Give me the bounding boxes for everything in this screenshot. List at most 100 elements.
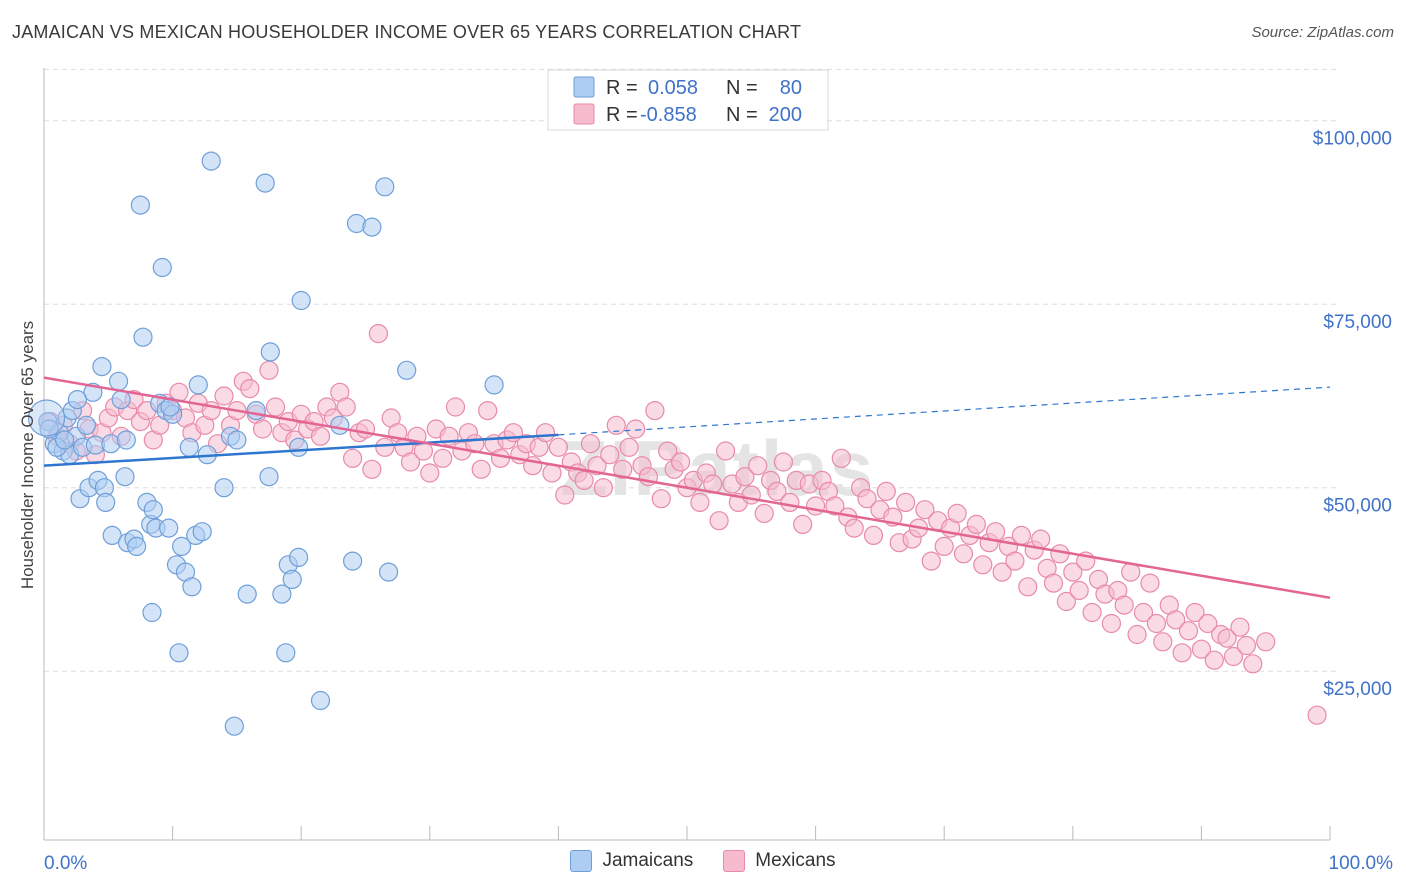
jamaican-point bbox=[379, 562, 399, 582]
jamaican-point bbox=[224, 716, 244, 736]
mexican-point bbox=[445, 397, 466, 417]
jamaican-point bbox=[276, 643, 296, 663]
mexican-point bbox=[780, 492, 800, 512]
mexican-point bbox=[1256, 632, 1276, 652]
stats-r-value-1: 0.058 bbox=[648, 77, 698, 99]
stats-r-value-2: -0.858 bbox=[640, 104, 697, 126]
mexican-point bbox=[1307, 705, 1327, 725]
mexican-point bbox=[1031, 529, 1051, 549]
mexican-point bbox=[921, 551, 941, 571]
mexican-point bbox=[1172, 643, 1192, 663]
mexican-point bbox=[1063, 562, 1083, 582]
jamaican-point bbox=[92, 357, 112, 377]
mexican-point bbox=[1140, 573, 1160, 593]
mexican-point bbox=[773, 452, 794, 472]
mexican-point bbox=[214, 386, 234, 406]
mexican-point bbox=[1223, 646, 1244, 667]
mexican-point bbox=[310, 426, 331, 446]
stats-r-label-2: R = bbox=[606, 104, 638, 126]
trend-layer bbox=[43, 376, 1331, 600]
jamaican-point bbox=[159, 518, 179, 538]
jamaican-point bbox=[169, 643, 189, 663]
mexican-point bbox=[767, 481, 787, 501]
mexican-point bbox=[613, 459, 633, 479]
legend-label-jamaicans: Jamaicans bbox=[602, 850, 694, 871]
mexican-point bbox=[574, 470, 594, 490]
jamaican-point bbox=[54, 430, 75, 450]
mexican-point bbox=[1198, 613, 1218, 634]
jamaican-point bbox=[201, 151, 221, 171]
jamaican-point bbox=[397, 360, 417, 380]
stats-legend-jamaican-swatch bbox=[573, 76, 595, 98]
mexican-point bbox=[895, 492, 916, 512]
mexican-point bbox=[1166, 610, 1186, 630]
mexican-point bbox=[1185, 602, 1205, 623]
jamaican-point bbox=[96, 492, 116, 512]
jamaican-point bbox=[289, 547, 309, 568]
y-tick-label: $75,000 bbox=[1323, 312, 1392, 333]
mexican-point bbox=[1018, 577, 1038, 597]
mexican-point bbox=[844, 518, 864, 538]
jamaican-point bbox=[227, 430, 247, 450]
mexican-point bbox=[375, 437, 395, 457]
x-tick-label-max: 100.0% bbox=[1329, 853, 1394, 874]
mexican-point bbox=[1146, 613, 1167, 634]
mexican-point bbox=[915, 500, 935, 520]
stats-r-label-1: R = bbox=[606, 77, 638, 99]
mexican-point bbox=[1056, 591, 1077, 612]
mexican-point bbox=[548, 437, 569, 457]
grid-layer: $25,000 $50,000 $75,000 $100,000 bbox=[44, 68, 1392, 700]
jamaican-point bbox=[143, 500, 163, 520]
mexican-point bbox=[1043, 573, 1064, 593]
mexican-point bbox=[1127, 624, 1147, 645]
legend-label-mexicans: Mexicans bbox=[755, 850, 836, 871]
jamaican-point bbox=[182, 577, 202, 597]
mexican-point bbox=[625, 419, 646, 439]
jamaican-point bbox=[343, 551, 363, 571]
jamaican-point bbox=[289, 437, 309, 457]
jamaican-point bbox=[255, 173, 275, 193]
mexican-point bbox=[831, 448, 851, 468]
mexican-point bbox=[1153, 632, 1173, 652]
jamaican-point bbox=[116, 430, 136, 450]
legend-item-jamaicans[interactable]: Jamaicans bbox=[570, 850, 693, 872]
jamaican-point bbox=[111, 390, 131, 410]
x-tick-label-min: 0.0% bbox=[44, 853, 87, 874]
jamaican-point bbox=[237, 584, 257, 604]
y-axis-title: Householder Income Over 65 years bbox=[18, 321, 37, 589]
mexican-point bbox=[336, 397, 356, 417]
chart-title: JAMAICAN VS MEXICAN HOUSEHOLDER INCOME O… bbox=[12, 22, 802, 42]
legend-item-mexicans[interactable]: Mexicans bbox=[723, 850, 836, 872]
mexican-point bbox=[863, 525, 884, 546]
mexican-point bbox=[606, 415, 626, 435]
mexican-point bbox=[876, 481, 896, 501]
jamaican-point bbox=[375, 177, 395, 197]
jamaican-point bbox=[127, 536, 147, 557]
mexican-point bbox=[343, 448, 363, 468]
stats-n-label-2: N = bbox=[726, 104, 758, 126]
jamaican-point-large bbox=[27, 399, 66, 437]
mexican-point bbox=[748, 456, 768, 476]
jamaican-point bbox=[362, 217, 382, 237]
mexican-point bbox=[433, 448, 453, 468]
mexican-point bbox=[651, 489, 671, 509]
axes-layer: 0.0% 100.0% bbox=[43, 68, 1394, 874]
jamaican-point bbox=[484, 375, 504, 395]
mexican-point bbox=[715, 441, 736, 461]
watermark: ZIPatlas bbox=[560, 424, 875, 512]
jamaican-point bbox=[39, 419, 59, 439]
mexican-point bbox=[619, 437, 639, 457]
jamaican-point bbox=[76, 415, 97, 435]
mexican-point bbox=[1011, 525, 1032, 546]
mexican-point bbox=[1082, 602, 1102, 623]
mexican-point bbox=[709, 511, 729, 531]
mexican-point bbox=[793, 514, 813, 535]
mexican-point bbox=[265, 397, 286, 417]
mexican-point bbox=[947, 503, 967, 524]
jamaican-point bbox=[260, 342, 280, 362]
stats-legend: R = 0.058 N = 80 R = -0.858 N = 200 bbox=[547, 69, 829, 131]
jamaican-point bbox=[259, 467, 279, 487]
mexican-point bbox=[490, 448, 511, 468]
mexican-point bbox=[805, 496, 826, 516]
